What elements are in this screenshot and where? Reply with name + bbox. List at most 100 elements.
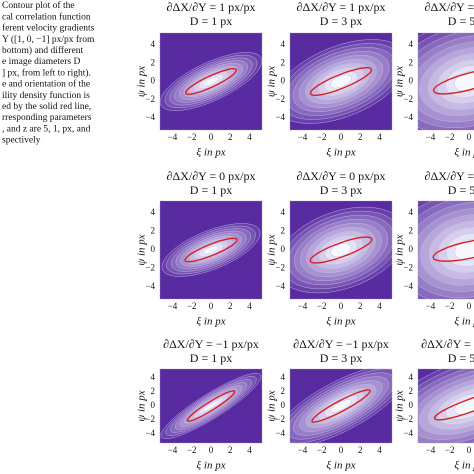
x-axis-label: ξ in px [326,316,355,328]
panel-title: ∂ΔX/∂Y = 1 px/px [425,0,474,14]
contour-plot [290,33,392,130]
y-tick-label: 0 [281,244,286,254]
y-tick-label: 2 [151,226,156,236]
caption-line: , and z are 5, 1, px, and [2,124,91,134]
x-tick-label: −2 [187,132,197,142]
contour-level [202,400,220,412]
y-tick-label: −2 [145,263,155,273]
x-tick-label: 2 [228,445,233,455]
caption-line: e image diameters D [2,57,80,67]
y-tick-label: 4 [281,39,286,49]
y-tick-label: 4 [151,207,156,217]
contour-level [330,399,352,413]
x-tick-label: −2 [445,445,455,455]
y-tick-label: −2 [275,263,285,273]
y-tick-label: −4 [275,428,285,438]
x-tick-label: −2 [187,301,197,311]
panel-subtitle: D = 3 px [320,14,362,28]
panel: ∂ΔX/∂Y = 1 px/pxD = 3 px −4 −4 −2 −2 0 0 2 2 4 4 ξ … [266,0,393,159]
caption-line: e and orientation of the [2,79,90,90]
panel: ∂ΔX/∂Y = −1 px/pxD = 3 px −4 −4 −2 −2 0 0 2 2 4 4 ξ… [266,337,393,472]
y-tick-label: −4 [403,428,413,438]
caption-line: cal correlation function [2,11,91,22]
y-tick-label: 0 [409,76,414,86]
y-axis-label: ψ in px [136,234,148,265]
y-axis-label: ψ in px [266,66,278,97]
density-ellipse [311,389,371,423]
panel-title: ∂ΔX/∂Y = 1 px/px [167,0,256,14]
contour-level [203,245,219,255]
caption-line: ed by the solid red line, [2,102,91,112]
x-axis-label: ξ in px [196,316,225,328]
contour-plot [160,201,262,299]
density-ellipse [186,390,236,422]
y-tick-label: 0 [151,76,156,86]
y-tick-label: −4 [275,281,285,291]
panel-subtitle: D = 5 px [448,351,474,365]
plot-frame [417,32,474,131]
y-axis-label: ψ in px [394,66,406,97]
y-tick-label: −2 [275,414,285,424]
x-tick-label: 4 [377,445,382,455]
x-tick-label: 4 [377,132,382,142]
x-tick-label: −2 [317,445,327,455]
y-tick-label: 2 [409,226,414,236]
panel-title: ∂ΔX/∂Y = 1 px/px [297,0,386,14]
x-tick-label: 0 [339,301,344,311]
y-tick-label: 2 [281,226,286,236]
panel: ∂ΔX/∂Y = 0 px/pxD = 3 px −4 −4 −2 −2 0 0 2 2 4 4 ξ … [266,169,393,328]
density-ellipse [309,236,373,264]
y-tick-label: 4 [281,372,286,382]
y-tick-label: 0 [409,244,414,254]
panel-subtitle: D = 5 px [448,183,474,197]
x-tick-label: −4 [426,445,436,455]
x-tick-label: −2 [445,301,455,311]
y-tick-label: 4 [409,372,414,382]
plot-frame [417,368,474,444]
x-tick-label: −4 [426,301,436,311]
y-tick-label: 0 [409,400,414,410]
y-axis-label: ψ in px [394,390,406,421]
caption-line: Contour plot of the [2,0,75,11]
panel: ∂ΔX/∂Y = −1 px/pxD = 1 px −4 −4 −2 −2 0 0 2 2 4 4 ξ… [136,337,263,472]
y-tick-label: −4 [275,112,285,122]
x-axis-label: ξ in px [326,460,355,472]
panel-subtitle: D = 3 px [320,351,362,365]
x-tick-label: 0 [467,132,472,142]
panel-subtitle: D = 1 px [190,14,232,28]
plot-frame [289,32,393,131]
y-tick-label: 4 [409,207,414,217]
y-tick-label: −4 [145,281,155,291]
x-tick-label: 0 [209,132,214,142]
y-tick-label: 2 [281,57,286,67]
panel: ∂ΔX/∂Y = 0 px/pxD = 5 px−4−4−2−2002244ξ … [394,169,474,328]
caption-line: Y ([1, 0, −1] px/px from [2,34,95,45]
y-tick-label: −4 [145,112,155,122]
density-ellipse [184,67,238,96]
plot-frame [159,200,263,300]
contour-plot [160,33,262,130]
x-tick-label: −4 [298,445,308,455]
caption-line: ility density function is [2,90,90,101]
y-tick-label: 0 [151,400,156,410]
y-tick-label: −2 [403,263,413,273]
x-tick-label: −2 [187,445,197,455]
x-tick-label: −4 [168,301,178,311]
caption-line: ] px, from left to right). [2,67,91,78]
y-tick-label: 2 [281,386,286,396]
caption-line: ferent velocity gradients [2,23,95,34]
plot-frame [289,368,393,444]
x-tick-label: 2 [228,301,233,311]
panel-subtitle: D = 3 px [320,183,362,197]
panel: ∂ΔX/∂Y = 0 px/pxD = 1 px −4 −4 −2 −2 0 0 2 2 4 4 ξ … [136,169,263,328]
density-ellipse [432,68,474,95]
density-ellipse [309,66,373,97]
y-axis-label: ψ in px [136,66,148,97]
contour-plot [418,369,474,443]
x-tick-label: 4 [247,132,252,142]
y-tick-label: −2 [403,94,413,104]
x-axis-label: ξ in px [454,460,474,472]
contour-plot [290,369,392,443]
y-tick-label: −2 [403,414,413,424]
